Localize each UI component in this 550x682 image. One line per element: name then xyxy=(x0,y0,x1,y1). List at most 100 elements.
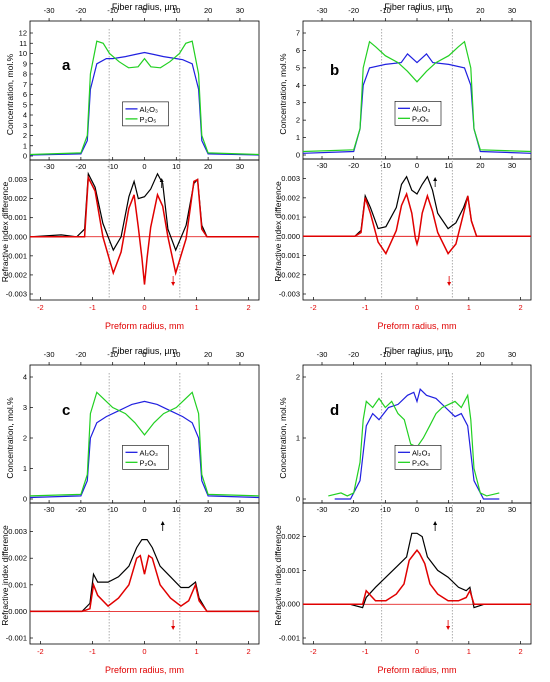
p2o5-line xyxy=(302,40,532,153)
ri-preform-line xyxy=(29,171,259,252)
fiber-tick-label-mid: 10 xyxy=(444,505,452,514)
conc-tick-label: 9 xyxy=(23,59,27,68)
conc-tick-label: 5 xyxy=(23,100,27,109)
legend-box xyxy=(394,445,442,470)
preform-tick-label: 1 xyxy=(467,303,471,312)
fiber-tick-label-top: -30 xyxy=(317,350,328,359)
ri-tick-label: 0.001 xyxy=(281,213,300,222)
fiber-tick-label-top: 10 xyxy=(444,6,452,15)
conc-tick-label: 0 xyxy=(296,151,300,160)
conc-tick-label: 1 xyxy=(296,133,300,142)
fiber-tick-label-top: -10 xyxy=(107,6,118,15)
p2o5-line xyxy=(29,40,260,156)
fiber-tick-label-top: -10 xyxy=(380,350,391,359)
ri-tick-label: 0.002 xyxy=(281,532,300,541)
fiber-tick-label-mid: -20 xyxy=(75,162,86,171)
fiber-tick-label-mid: 10 xyxy=(444,161,452,170)
fiber-tick-label-top: 0 xyxy=(415,350,419,359)
concentration-plot-frame xyxy=(302,20,532,160)
fiber-tick-label-top: 30 xyxy=(236,350,244,359)
fiber-tick-label-top: -20 xyxy=(348,350,359,359)
fiber-tick-label-mid: -30 xyxy=(317,161,328,170)
preform-tick-label: 2 xyxy=(247,647,251,656)
al2o3-line xyxy=(302,53,532,154)
preform-tick-label: -2 xyxy=(37,647,44,656)
preform-tick-label: 1 xyxy=(194,303,198,312)
fiber-tick-label-top: 0 xyxy=(142,6,146,15)
ri-tick-label: -0.001 xyxy=(6,634,27,643)
ri-tick-label: -0.003 xyxy=(6,290,27,299)
ri-tick-label: 0.001 xyxy=(8,213,27,222)
fiber-tick-label-mid: 30 xyxy=(508,505,516,514)
fiber-axis-title: Fiber radius, µm xyxy=(384,2,449,12)
ri-tick-label: 0.002 xyxy=(8,554,27,563)
fiber-tick-label-mid: -20 xyxy=(348,161,359,170)
fiber-tick-label-mid: -20 xyxy=(75,505,86,514)
conc-tick-label: 0 xyxy=(296,495,300,504)
legend-label-al2o3: Al₂O₃ xyxy=(140,448,158,457)
fiber-tick-label-mid: -10 xyxy=(107,505,118,514)
panel-letter: a xyxy=(62,57,71,74)
fiber-tick-label-mid: 20 xyxy=(476,161,484,170)
preform-tick-label: -1 xyxy=(89,647,96,656)
conc-tick-label: 0 xyxy=(23,495,27,504)
panel-letter: d xyxy=(330,402,339,419)
preform-axis-title: Preform radius, mm xyxy=(105,321,184,331)
preform-axis-title: Preform radius, mm xyxy=(105,665,184,675)
concentration-axis-title: Concentration, mol.% xyxy=(278,397,288,479)
ri-tick-label: 0.003 xyxy=(8,175,27,184)
fiber-tick-label-mid: -20 xyxy=(348,505,359,514)
conc-tick-label: 2 xyxy=(296,373,300,382)
arrow-up-head xyxy=(433,177,438,181)
al2o3-line xyxy=(29,400,260,499)
conc-tick-label: 3 xyxy=(296,98,300,107)
fiber-tick-label-top: -30 xyxy=(317,6,328,15)
ri-tick-label: -0.001 xyxy=(6,251,27,260)
refractive-index-plot-frame xyxy=(302,158,532,301)
conc-tick-label: 7 xyxy=(296,29,300,38)
conc-tick-label: 10 xyxy=(19,49,27,58)
ri-tick-label: 0.000 xyxy=(8,232,27,241)
arrow-up-head xyxy=(433,521,438,525)
fiber-axis-title: Fiber radius, µm xyxy=(112,346,177,356)
ri-fiber-line xyxy=(303,548,531,605)
fiber-tick-label-top: 30 xyxy=(236,6,244,15)
ri-tick-label: -0.001 xyxy=(279,634,300,643)
ri-fiber-line xyxy=(30,174,259,285)
conc-tick-label: 5 xyxy=(296,63,300,72)
ri-preform-line xyxy=(30,539,259,612)
fiber-tick-label-top: 30 xyxy=(508,350,516,359)
arrow-down-head xyxy=(446,626,451,630)
p2o5-line xyxy=(29,391,260,497)
fiber-tick-label-mid: 20 xyxy=(204,505,212,514)
preform-tick-label: -1 xyxy=(362,303,369,312)
concentration-axis-title: Concentration, mol.% xyxy=(278,53,288,135)
preform-axis-title: Preform radius, mm xyxy=(377,321,456,331)
conc-tick-label: 1 xyxy=(23,141,27,150)
legend-label-al2o3: Al₂O₃ xyxy=(412,448,430,457)
conc-tick-label: 7 xyxy=(23,80,27,89)
conc-tick-label: 1 xyxy=(296,434,300,443)
conc-tick-label: 2 xyxy=(23,434,27,443)
preform-tick-label: 2 xyxy=(247,303,251,312)
conc-tick-label: 4 xyxy=(296,81,300,90)
conc-tick-label: 0 xyxy=(23,152,27,161)
fiber-tick-label-top: 10 xyxy=(172,6,180,15)
al2o3-line xyxy=(29,51,260,156)
conc-tick-label: 11 xyxy=(19,39,27,48)
conc-tick-label: 2 xyxy=(23,131,27,140)
fiber-tick-label-top: -20 xyxy=(75,350,86,359)
concentration-plot-frame xyxy=(302,364,532,504)
fiber-axis-title: Fiber radius, µm xyxy=(112,2,177,12)
fiber-tick-label-mid: -10 xyxy=(380,505,391,514)
fiber-tick-label-top: -20 xyxy=(348,6,359,15)
fiber-tick-label-top: 0 xyxy=(142,350,146,359)
preform-tick-label: -1 xyxy=(362,647,369,656)
ri-fiber-line xyxy=(30,554,259,613)
arrow-down-head xyxy=(447,282,452,286)
ri-fiber-line xyxy=(303,191,531,256)
fiber-tick-label-mid: 0 xyxy=(415,505,419,514)
fiber-tick-label-mid: -30 xyxy=(317,505,328,514)
